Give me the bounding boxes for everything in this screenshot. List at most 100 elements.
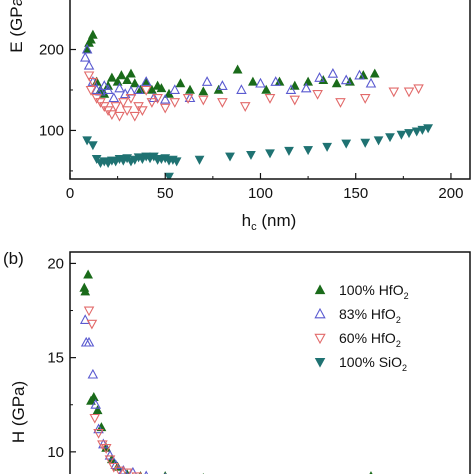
panel-a-series-2-point bbox=[340, 74, 352, 85]
panel-a-y-axis-title: E (GPa) bbox=[7, 0, 26, 53]
panel-a-series-2-point bbox=[98, 80, 110, 90]
panel-a-series-3-point bbox=[106, 110, 118, 121]
panel-a-y-label: E (GPa) bbox=[7, 0, 26, 53]
panel-b-series-2-point bbox=[79, 314, 91, 324]
panel-a-series-2-point bbox=[133, 84, 144, 94]
x-tick-label: 50 bbox=[157, 185, 174, 202]
legend-marker bbox=[314, 284, 326, 295]
panel-a-series-3-point bbox=[335, 98, 346, 108]
x-label-unit: (nm) bbox=[257, 211, 297, 230]
panel-a-series-1-point bbox=[129, 78, 140, 88]
legend-marker bbox=[314, 307, 326, 319]
panel-a-series-4-point bbox=[373, 136, 384, 146]
panel-a-series-4-point bbox=[396, 130, 407, 140]
panel-a-series-2-point bbox=[300, 82, 312, 93]
panel-a-series-4-point bbox=[404, 129, 414, 139]
panel-b-series-1-point bbox=[80, 286, 91, 296]
panel-a-series-1-point bbox=[261, 84, 272, 94]
panel-a-series-3-point bbox=[152, 94, 163, 104]
panel-a-series-1-point bbox=[331, 78, 342, 88]
panel-b-series-3-point bbox=[93, 429, 104, 439]
panel-a-series-4-point bbox=[164, 172, 174, 179]
panel-b-series-3-point bbox=[100, 444, 112, 454]
panel-a-series-3-point bbox=[114, 111, 125, 122]
x-tick-label: 100 bbox=[248, 185, 273, 202]
panel-a-series-2-point bbox=[79, 51, 91, 62]
legend: 100% HfO2 83% HfO2 60% HfO2 100% SiO2 bbox=[314, 282, 409, 373]
x-tick-label: 0 bbox=[66, 185, 74, 202]
panel-a-series-1-point bbox=[175, 78, 186, 88]
x-tick-label: 200 bbox=[438, 185, 463, 202]
panel-a-series-3-point bbox=[125, 94, 137, 104]
panel-b-series-3-point bbox=[131, 472, 142, 474]
legend-label: 60% HfO2 bbox=[339, 330, 401, 349]
panel-a-series-2-point bbox=[148, 92, 160, 103]
panel-a-series-3-point bbox=[312, 90, 323, 100]
panel-a-series-3-point bbox=[239, 102, 251, 112]
panel-b-series-3-point bbox=[114, 466, 125, 474]
panel-a-series-4-point bbox=[246, 151, 256, 160]
panel-a-series-3-point bbox=[85, 85, 97, 96]
y-tick-label: 15 bbox=[47, 350, 64, 367]
panel-a-series-3-point bbox=[403, 87, 415, 98]
panel-a-series-1-point bbox=[303, 76, 314, 86]
panel-a-series-1-point bbox=[247, 76, 258, 86]
panel-a-series-1-point bbox=[369, 68, 380, 78]
panel-a-series-2-point bbox=[81, 43, 93, 54]
panel-a-series-3-point bbox=[140, 85, 152, 96]
panel-b-series-2-point bbox=[87, 368, 99, 379]
panel-a-series-4-point bbox=[171, 157, 182, 167]
panel-a-series-4-point bbox=[341, 139, 352, 149]
panel-a-series-2-point bbox=[184, 92, 196, 103]
panel-a-series-3-point bbox=[264, 94, 276, 104]
panel-a-series-2-point bbox=[114, 82, 125, 93]
panel-a-series-2-point bbox=[108, 92, 120, 103]
panel-a-series-1-point bbox=[106, 72, 117, 82]
panel-a-markers bbox=[79, 29, 434, 179]
panel-a-series-1-point bbox=[116, 70, 127, 80]
x-label-h: h bbox=[242, 211, 251, 230]
panel-b-series-2-point bbox=[128, 466, 137, 474]
panel-a-series-4-point bbox=[423, 124, 434, 134]
panel-a-series-4-point bbox=[87, 141, 98, 151]
panel-a-series-3-point bbox=[87, 77, 99, 88]
panel-a-series-4-point bbox=[194, 155, 205, 165]
legend-label: 83% HfO2 bbox=[339, 306, 401, 325]
panel-a-series-3-point bbox=[289, 95, 301, 106]
panel-a-series-3-point bbox=[413, 84, 424, 95]
panel-a-x-axis-title: hc (nm) bbox=[242, 211, 297, 233]
panel-a-series-2-point bbox=[159, 93, 171, 104]
panel-a-frame bbox=[69, 0, 471, 180]
panel-b-series-3-point bbox=[86, 319, 98, 330]
legend-label: 100% SiO2 bbox=[339, 354, 407, 373]
panel-b-frame bbox=[69, 251, 471, 474]
panel-b-label: (b) bbox=[3, 249, 24, 268]
panel-b-series-2-point bbox=[83, 336, 95, 347]
x-label-sub: c bbox=[251, 221, 257, 233]
panel-a-series-2-point bbox=[83, 59, 95, 70]
panel-a-series-1-point bbox=[156, 83, 167, 93]
panel-a-series-3-point bbox=[83, 71, 95, 82]
panel-a-series-3-point bbox=[182, 94, 194, 104]
panel-a-series-1-point bbox=[86, 34, 96, 44]
panel-a-series-3-point bbox=[129, 111, 141, 122]
panel-b-y-label: H (GPa) bbox=[9, 381, 28, 443]
panel-b-series-3-point bbox=[121, 468, 133, 474]
panel-a-series-2-point bbox=[354, 69, 365, 80]
panel-b: (b) 10 15 20 H (GPa) 100% HfO2 83% HfO2 60% … bbox=[3, 249, 471, 474]
panel-a-series-2-point bbox=[327, 68, 339, 78]
panel-a-series-4-point bbox=[303, 146, 314, 156]
panel-a-series-4-point bbox=[225, 152, 235, 162]
panel-a-series-1-point bbox=[126, 68, 136, 78]
panel-a-series-3-point bbox=[110, 102, 122, 112]
panel-a-series-3-point bbox=[169, 98, 181, 108]
panel-a-series-1-point bbox=[141, 76, 152, 86]
panel-b-series-1-point bbox=[88, 391, 99, 402]
panel-a-series-3-point bbox=[159, 103, 171, 114]
panel-b-markers bbox=[79, 269, 373, 474]
panel-a-series-1-point bbox=[198, 86, 209, 96]
legend-label: 100% HfO2 bbox=[339, 282, 409, 301]
panel-b-series-1-point bbox=[83, 269, 94, 279]
panel-a-series-2-point bbox=[365, 77, 377, 88]
